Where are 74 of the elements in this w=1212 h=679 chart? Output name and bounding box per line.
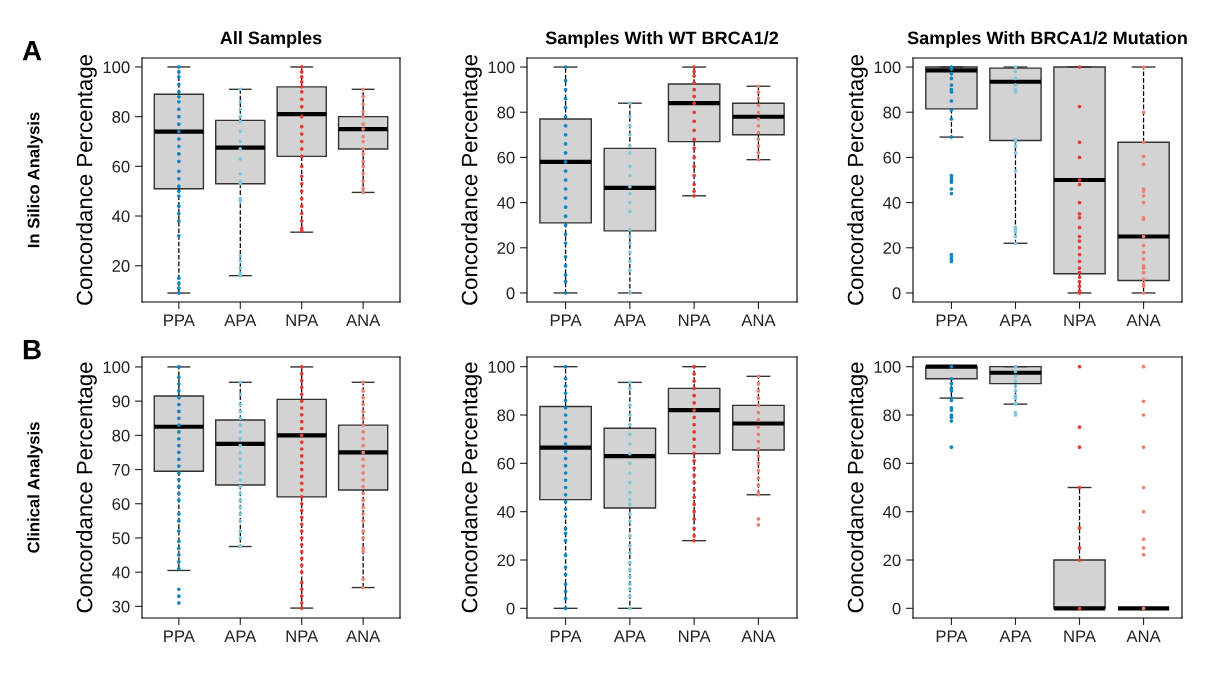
x-tick-label: NPA [1064,314,1097,326]
y-tick-label: 100 [488,61,515,74]
y-tick-label: 80 [112,111,130,123]
y-tick-label: 20 [112,260,130,272]
y-axis-title: Concordance Percentage [76,54,97,305]
text: A [22,41,42,61]
x-tick-label: ANA [346,630,381,642]
y-tick-label: 30 [112,600,130,613]
y-tick-label: 100 [874,61,901,74]
x-tick-label: PPA [550,314,582,326]
y-tick-label: 0 [506,287,515,300]
x-tick-label: APA [224,630,257,642]
y-tick-label: 0 [506,602,515,615]
y-tick-label: 20 [883,242,901,254]
chart-title: Samples With BRCA1/2 Mutation [907,31,1187,48]
x-tick-label: ANA [346,314,381,326]
y-tick-label: 40 [497,196,515,209]
x-tick-label: PPA [164,314,195,326]
y-tick-label: 100 [874,361,901,373]
y-tick-label: 80 [112,429,130,442]
x-tick-label: NPA [1064,630,1097,642]
x-tick-label: APA [224,314,257,326]
y-tick-label: 40 [497,506,515,518]
y-tick-label: 60 [497,457,515,470]
text: B [23,340,41,360]
x-tick-label: APA [999,630,1032,642]
y-tick-label: 60 [883,457,901,470]
y-tick-label: 0 [892,602,901,615]
x-tick-label: NPA [678,630,711,642]
x-tick-label: ANA [741,314,776,326]
y-tick-label: 70 [112,463,130,476]
x-tick-label: NPA [678,314,711,326]
y-tick-label: 100 [103,61,130,74]
y-tick-label: 40 [112,566,130,579]
x-tick-label: PPA [550,630,582,642]
y-tick-label: 50 [112,532,130,545]
chart-title: Samples With WT BRCA1/2 [545,31,779,48]
y-tick-label: 80 [497,106,515,119]
y-axis-title: Concordance Percentage [847,362,868,613]
y-tick-label: 80 [883,106,901,119]
y-tick-label: 100 [103,361,130,374]
x-tick-label: NPA [286,314,319,326]
y-tick-label: 60 [497,151,515,164]
x-tick-label: ANA [741,630,776,642]
y-tick-label: 60 [112,160,130,173]
y-tick-label: 0 [892,287,901,300]
y-tick-label: 90 [112,395,130,408]
y-tick-label: 80 [497,409,515,422]
y-tick-label: 60 [112,498,130,510]
y-tick-label: 100 [488,361,515,373]
x-tick-label: NPA [286,630,319,642]
x-tick-label: APA [999,314,1032,326]
y-axis-title: Concordance Percentage [847,54,868,305]
chart-title: All Samples [220,31,322,48]
y-tick-label: 60 [883,151,901,164]
y-axis-title: Concordance Percentage [76,362,97,613]
y-tick-label: 20 [883,554,901,567]
y-axis-title: Concordance Percentage [461,362,482,613]
x-tick-label: PPA [936,630,968,642]
y-axis-title: Concordance Percentage [461,54,482,305]
text: In Silico Analysis [27,112,43,248]
y-tick-label: 40 [112,210,130,223]
y-tick-label: 20 [497,554,515,567]
y-tick-label: 40 [883,506,901,518]
x-tick-label: PPA [164,630,195,642]
text: Clinical Analysis [27,422,43,553]
y-tick-label: 20 [497,242,515,254]
x-tick-label: ANA [1126,630,1161,642]
x-tick-label: PPA [936,314,968,326]
y-tick-label: 80 [883,409,901,422]
x-tick-label: APA [613,630,646,642]
x-tick-label: APA [613,314,646,326]
x-tick-label: ANA [1126,314,1161,326]
y-tick-label: 40 [883,196,901,209]
